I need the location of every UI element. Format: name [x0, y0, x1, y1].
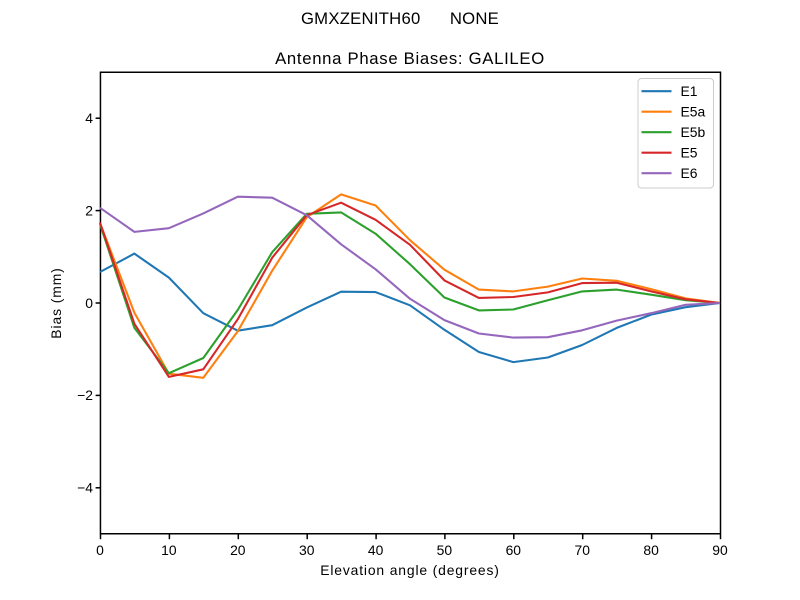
svg-text:60: 60 [506, 542, 522, 558]
svg-text:90: 90 [712, 542, 728, 558]
svg-text:GMXZENITH60 NONE: GMXZENITH60 NONE [301, 9, 499, 28]
svg-text:E5a: E5a [681, 104, 706, 120]
svg-text:E5: E5 [681, 145, 698, 161]
svg-text:30: 30 [299, 542, 315, 558]
svg-text:−2: −2 [77, 387, 93, 403]
svg-text:0: 0 [85, 295, 93, 311]
svg-text:2: 2 [85, 202, 93, 218]
svg-text:E6: E6 [681, 165, 698, 181]
svg-text:0: 0 [96, 542, 104, 558]
svg-text:20: 20 [230, 542, 246, 558]
svg-text:50: 50 [437, 542, 453, 558]
svg-text:80: 80 [643, 542, 659, 558]
svg-text:Bias (mm): Bias (mm) [48, 267, 64, 338]
svg-text:Elevation angle (degrees): Elevation angle (degrees) [320, 562, 500, 578]
svg-text:E5b: E5b [681, 124, 706, 140]
svg-text:Antenna Phase Biases: GALILEO: Antenna Phase Biases: GALILEO [275, 49, 545, 68]
svg-text:10: 10 [161, 542, 177, 558]
svg-text:−4: −4 [77, 480, 93, 496]
svg-text:70: 70 [574, 542, 590, 558]
svg-text:E1: E1 [681, 83, 698, 99]
svg-text:40: 40 [368, 542, 384, 558]
svg-text:4: 4 [85, 110, 93, 126]
